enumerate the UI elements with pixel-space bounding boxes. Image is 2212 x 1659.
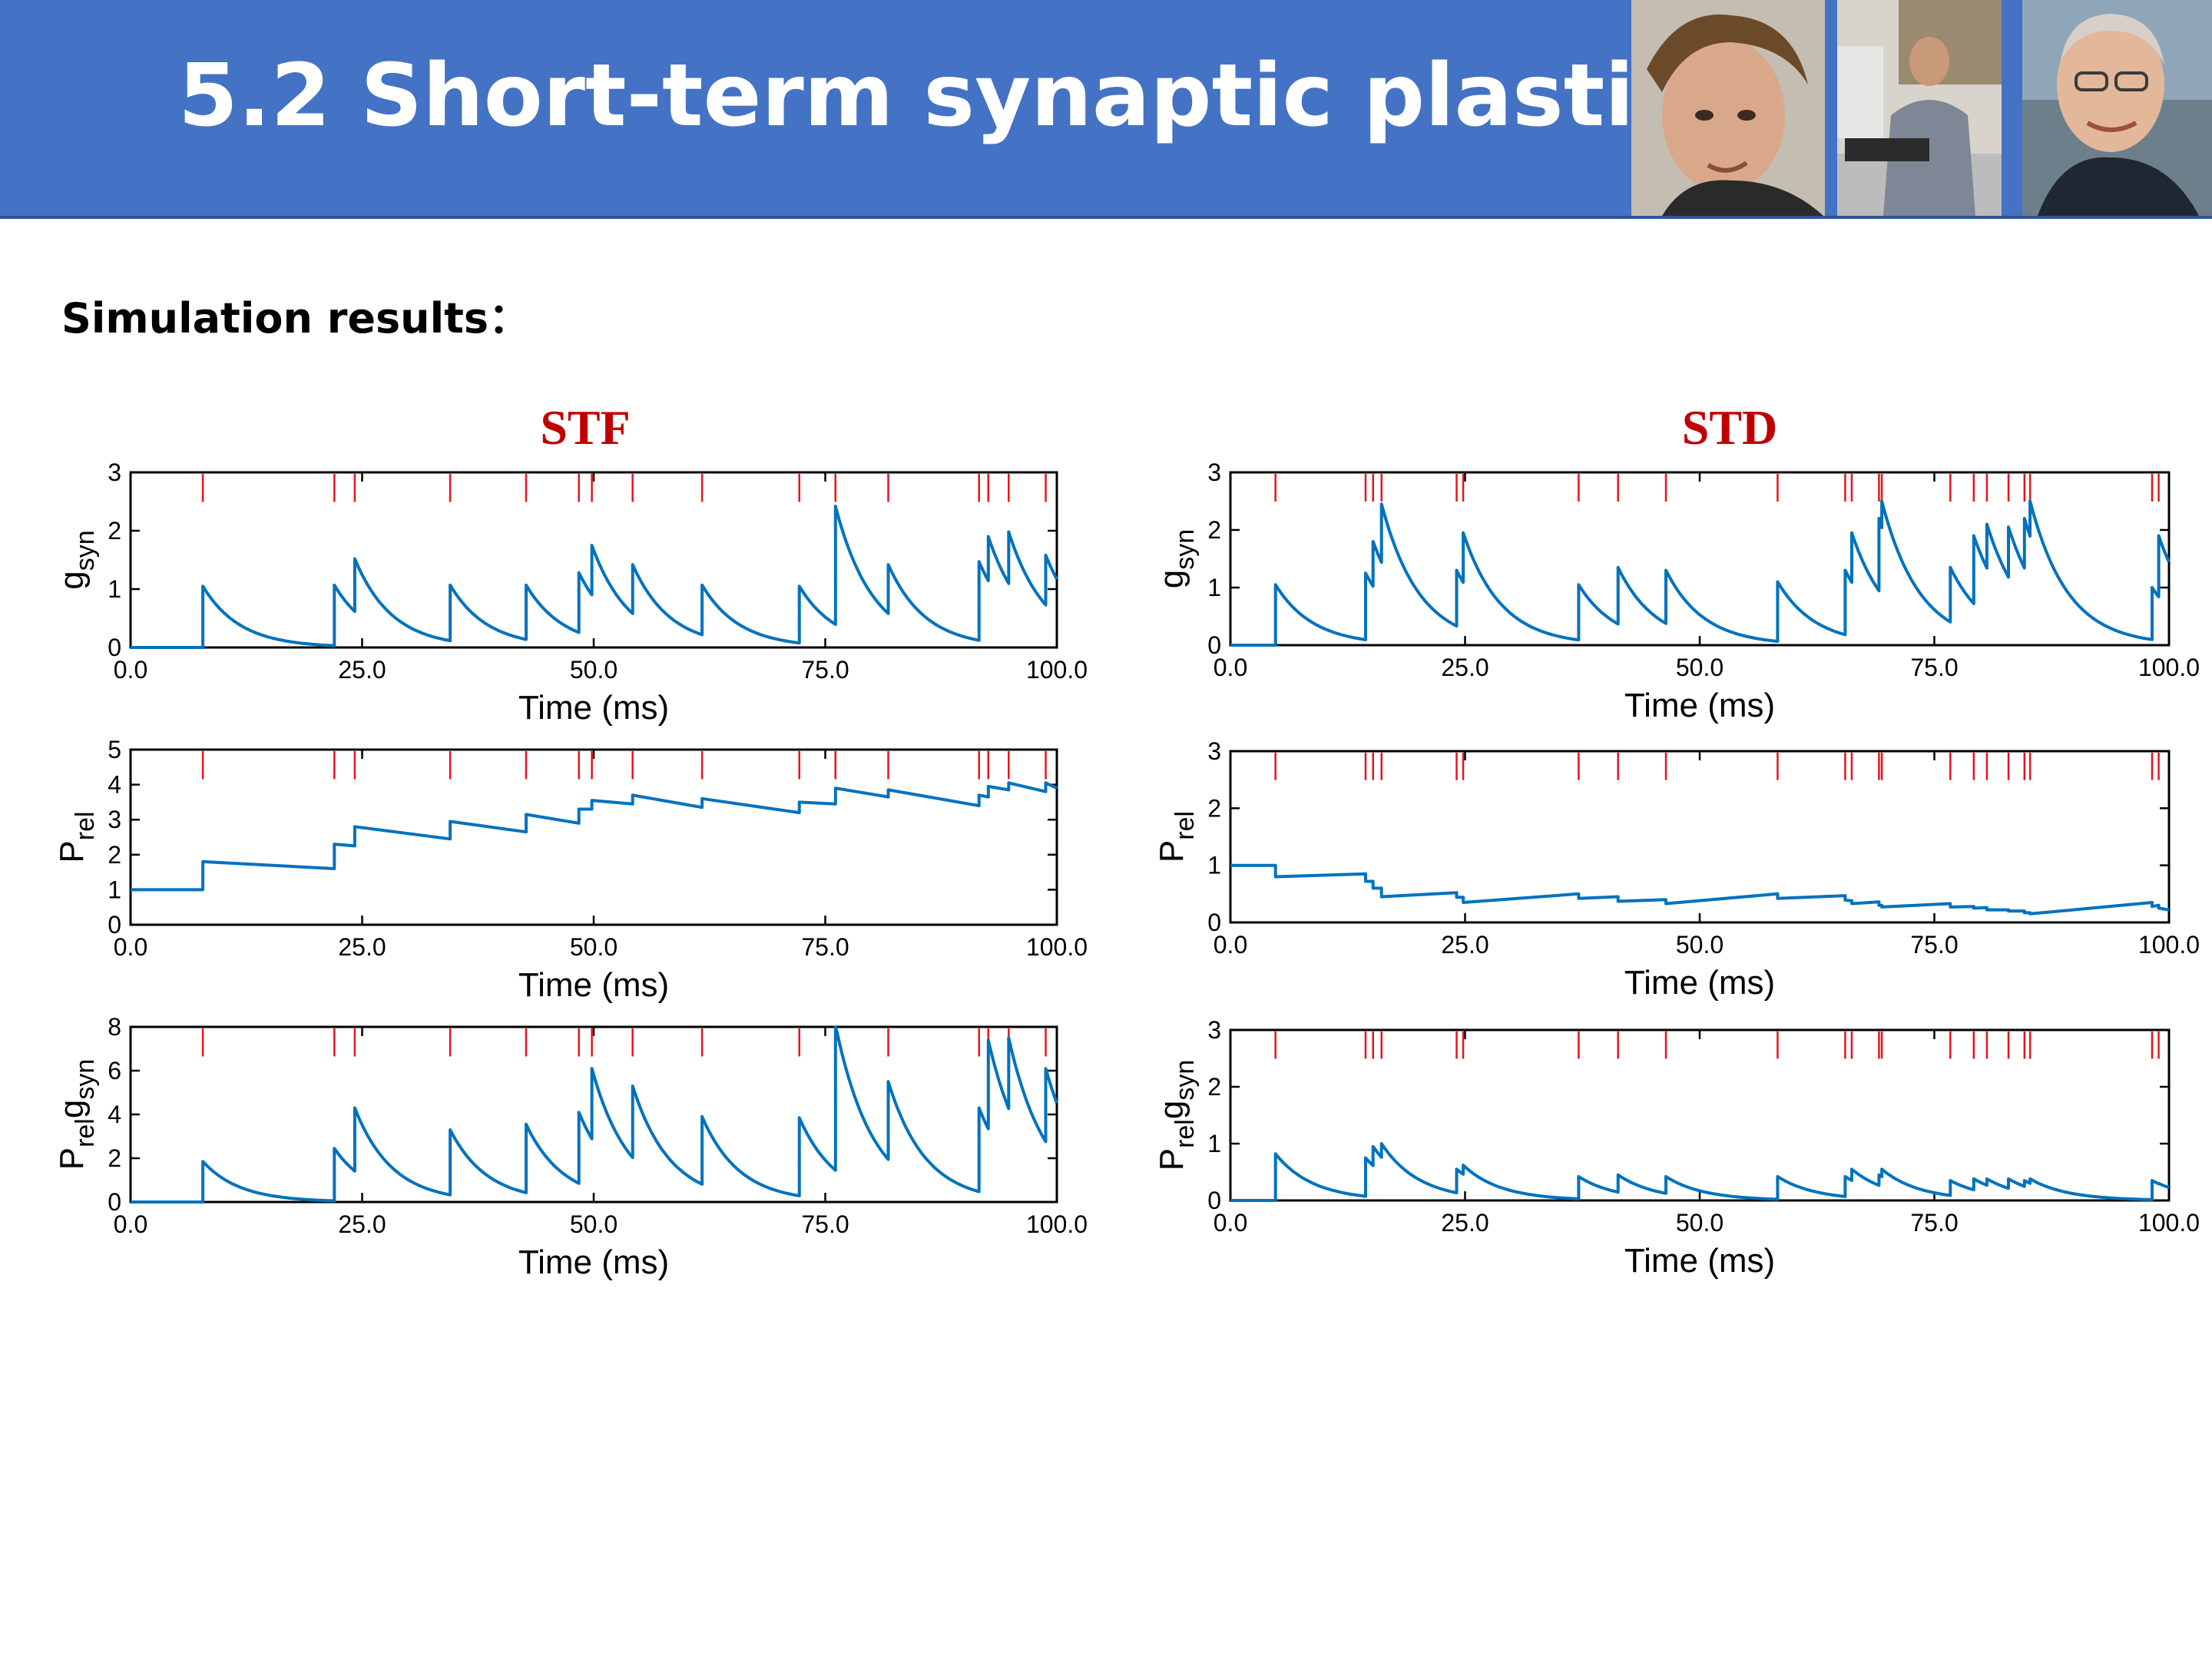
y-tick-label: 0 [108,1188,121,1216]
trace-line [131,781,1058,892]
x-tick-label: 75.0 [801,933,849,961]
x-tick-label: 75.0 [801,1210,849,1238]
y-tick-label: 3 [108,806,121,833]
x-tick-label: 100.0 [2138,931,2200,959]
x-tick-label: 25.0 [1441,654,1488,681]
y-tick-label: 1 [1207,574,1221,601]
y-tick-label: 2 [1207,794,1221,822]
y-tick-label: 2 [1207,516,1221,544]
x-tick-label: 50.0 [1676,654,1724,681]
x-tick-label: 100.0 [1026,933,1088,961]
x-tick-label: 75.0 [801,656,849,684]
stf-prel-chart: 0.0 25.0 50.0 75.0 100.0 0 1 2 3 4 5 Time (ms) Prel [53,736,1088,1004]
x-tick-label: 100.0 [2138,1209,2200,1237]
x-axis-label: Time (ms) [518,966,669,1004]
y-axis-label: Prel [53,811,100,863]
axes-box [129,471,1058,649]
x-tick-label: 100.0 [2138,654,2200,681]
x-tick-label: 25.0 [338,656,386,684]
stf-gsyn-chart: 0.0 25.0 50.0 75.0 100.0 0 1 2 3 Time (ms) gsyn [53,459,1088,727]
x-tick-label: 75.0 [1910,931,1958,959]
x-tick-label: 50.0 [1676,1209,1724,1237]
trace-line [1230,499,2171,647]
std-prel-chart: 0.0 25.0 50.0 75.0 100.0 0 1 2 3 Time (ms) Prel [1153,737,2200,1002]
x-tick-label: 100.0 [1026,1210,1088,1238]
x-tick-label: 0.0 [1214,654,1247,681]
y-tick-label: 5 [108,736,121,763]
axes-box [129,1025,1058,1204]
portrait-photo-2 [1837,0,2002,216]
x-axis-label: Time (ms) [1624,687,1775,724]
axes-box [1229,1028,2171,1202]
x-axis-label: Time (ms) [1624,1242,1775,1280]
y-axis-label: Prelgsyn [53,1059,100,1171]
x-axis-label: Time (ms) [518,1243,669,1281]
trace-line [131,1025,1058,1204]
panel-title-stf: STF [540,400,630,455]
y-tick-label: 8 [108,1013,121,1041]
y-tick-label: 1 [1207,1130,1221,1157]
portrait-photo-3 [2022,0,2212,216]
x-tick-label: 100.0 [1026,656,1088,684]
panel-title-std: STD [1682,400,1778,455]
section-subtitle: Simulation results： [61,294,531,343]
x-tick-label: 0.0 [114,656,147,684]
x-tick-label: 75.0 [1910,654,1958,681]
x-tick-label: 0.0 [1214,931,1247,959]
stf-prodgsyn-chart: 0.0 25.0 50.0 75.0 100.0 0 2 4 6 8 Time (ms) Prelgs… [53,1013,1088,1281]
y-tick-label: 3 [1207,459,1221,486]
portrait-photo-1 [1631,0,1825,216]
std-prodgsyn-chart: 0.0 25.0 50.0 75.0 100.0 0 1 2 3 Time (ms) Prelgsy… [1153,1016,2200,1280]
y-axis-label: Prelgsyn [1153,1060,1200,1171]
y-tick-label: 1 [108,575,121,603]
x-tick-label: 50.0 [570,933,618,961]
y-axis-label: gsyn [1153,529,1200,588]
y-tick-label: 0 [1207,631,1221,659]
y-tick-label: 1 [1207,852,1221,879]
trace-line [1230,863,2170,916]
axes-box [1229,750,2171,924]
y-tick-label: 4 [108,1101,121,1128]
x-tick-label: 25.0 [338,1210,386,1238]
y-tick-label: 2 [1207,1073,1221,1101]
x-tick-label: 0.0 [1214,1209,1247,1237]
x-axis-label: Time (ms) [1624,964,1775,1002]
slide-header: 5.2 Short-term synaptic plasticity [0,0,2212,219]
slide-title: 5.2 Short-term synaptic plasticity [178,46,1812,146]
y-tick-label: 3 [108,459,121,486]
y-tick-label: 0 [108,911,121,939]
x-tick-label: 75.0 [1910,1209,1958,1237]
y-tick-label: 2 [108,841,121,869]
y-tick-label: 4 [108,771,121,799]
x-tick-label: 50.0 [570,656,618,684]
x-tick-label: 0.0 [114,933,147,961]
y-tick-label: 0 [108,634,121,661]
trace-line [1230,1142,2171,1202]
y-tick-label: 0 [1207,909,1221,936]
x-tick-label: 25.0 [1441,1209,1488,1237]
x-tick-label: 50.0 [570,1210,618,1238]
axes-box [1229,471,2171,647]
y-tick-label: 3 [1207,1016,1221,1044]
y-tick-label: 2 [108,517,121,545]
x-tick-label: 25.0 [1441,931,1488,959]
y-axis-label: gsyn [53,530,100,589]
y-tick-label: 0 [1207,1187,1221,1214]
std-gsyn-chart: 0.0 25.0 50.0 75.0 100.0 0 1 2 3 Time (ms) gsyn [1153,459,2200,724]
axes-box [129,748,1058,926]
x-axis-label: Time (ms) [518,689,669,727]
x-tick-label: 25.0 [338,933,386,961]
y-tick-label: 1 [108,876,121,903]
y-tick-label: 6 [108,1057,121,1084]
y-tick-label: 3 [1207,737,1221,765]
x-tick-label: 50.0 [1676,931,1724,959]
x-tick-label: 0.0 [114,1210,147,1238]
y-axis-label: Prel [1153,811,1200,863]
y-tick-label: 2 [108,1144,121,1172]
trace-line [131,505,1058,649]
